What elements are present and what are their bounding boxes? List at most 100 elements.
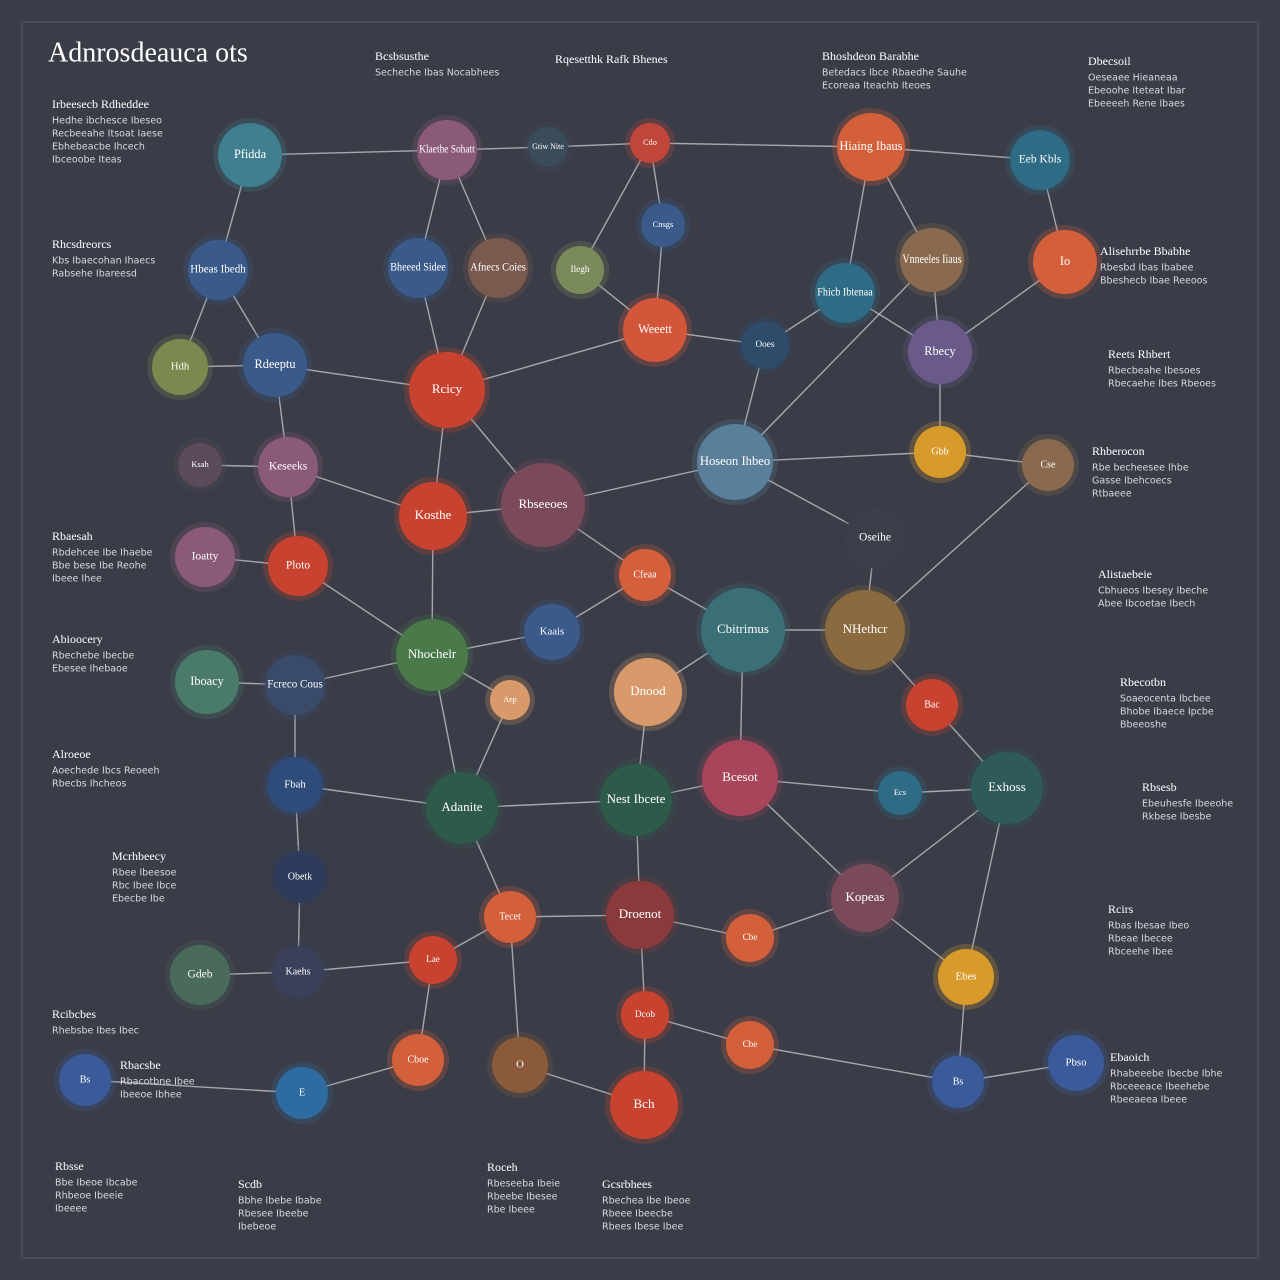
node <box>267 757 323 813</box>
note-line: Rbc Ibee Ibce <box>112 881 176 892</box>
note-line: Recbeeahe Itsoat Iaese <box>52 129 163 140</box>
nodes: Pfidda Klaethe Sohatt Gtiw Nite Ctlo Hiaing … <box>54 108 1109 1144</box>
node <box>556 246 604 294</box>
node-label: Gbb <box>931 446 948 457</box>
note-title: Mcrhbeecy <box>112 849 166 863</box>
node-label: O <box>516 1058 524 1070</box>
node <box>409 352 485 428</box>
node <box>621 991 669 1039</box>
node <box>178 443 222 487</box>
note-line: Bbe bese Ibe Reohe <box>52 561 147 572</box>
node <box>878 771 922 815</box>
note-line: Bbe Ibeoe Ibcabe <box>55 1178 138 1189</box>
node-label: Rbecy <box>924 344 956 358</box>
node <box>188 240 248 300</box>
node-label: Bs <box>80 1074 91 1085</box>
node <box>600 764 672 836</box>
note-line: Rbe Ibeee <box>487 1205 535 1216</box>
node-label: Iboacy <box>190 674 224 688</box>
note-line: Ibebeoe <box>238 1222 276 1233</box>
node-label: Ebes <box>956 970 977 982</box>
node-label: Kosthe <box>415 507 452 522</box>
note-line: Secheche Ibas Nocabhees <box>375 68 499 79</box>
note-line: Rbceeeace Ibeehebe <box>1110 1082 1210 1093</box>
node <box>274 851 326 903</box>
node-label: Cbe <box>743 1039 758 1049</box>
note-line: Rbecaehe Ibes Rbeoes <box>1108 379 1216 390</box>
note-line: Aoechede Ibcs Reoeeh <box>52 766 160 777</box>
node-label: Nest Ibcete <box>607 791 666 806</box>
node <box>906 679 958 731</box>
node-label: Ioatty <box>192 551 219 563</box>
node <box>276 1067 328 1119</box>
node <box>623 298 687 362</box>
node-label: Ooes <box>756 339 775 349</box>
node <box>501 463 585 547</box>
node <box>175 527 235 587</box>
node <box>606 881 674 949</box>
note-line: Ebhebeacbe Ihcech <box>52 142 145 153</box>
node-label: Kaais <box>540 625 564 637</box>
node-label: Afnecs Coies <box>470 262 526 274</box>
node <box>524 604 580 660</box>
node <box>268 536 328 596</box>
note-line: Betedacs Ibce Rbaedhe Sauhe <box>822 68 967 79</box>
node-label: Keseeks <box>269 461 308 473</box>
node <box>641 203 685 247</box>
note-line: Bhobe Ibaece Ipcbe <box>1120 707 1214 718</box>
node-label: Eeb Kbls <box>1019 154 1062 166</box>
note-line: Oeseaee Hieaneaa <box>1088 73 1178 84</box>
node <box>59 1054 111 1106</box>
note-line: Ebesee Ihebaoe <box>52 664 128 675</box>
note-title: Rcibcbes <box>52 1007 96 1021</box>
note-title: Alistaebeie <box>1098 567 1152 581</box>
node-label: Rdeeptu <box>255 357 296 371</box>
node-label: Nhochelr <box>408 646 457 661</box>
note-title: Rhberocon <box>1092 444 1145 458</box>
note-line: Ecoreaa Iteachb Iteoes <box>822 81 931 92</box>
edge <box>249 149 448 156</box>
note-line: Gasse Ibehcoecs <box>1092 476 1172 487</box>
note-title: Rcirs <box>1108 902 1134 916</box>
note-line: Rbeee Ibeecbe <box>602 1209 673 1220</box>
node-label: Ecs <box>894 787 906 797</box>
node <box>265 655 325 715</box>
node <box>726 1021 774 1069</box>
node-label: Adanite <box>441 799 482 814</box>
frame <box>21 21 1259 1259</box>
note-title: Rbecotbn <box>1120 675 1166 689</box>
node-label: Cfeaa <box>633 569 657 580</box>
node-label: Cbitrimus <box>717 621 769 636</box>
note-title: Bcsbsusthe <box>375 49 429 63</box>
edge <box>579 142 651 271</box>
node-label: Lae <box>426 954 440 964</box>
node-label: Exhoss <box>988 779 1026 794</box>
node <box>908 320 972 384</box>
note-line: Rbceehe Ibee <box>1108 947 1173 958</box>
node <box>831 864 899 932</box>
node-label: Cnsgs <box>653 219 674 229</box>
node <box>1033 230 1097 294</box>
node-label: Fbah <box>284 778 306 790</box>
node <box>468 238 528 298</box>
node <box>845 508 905 568</box>
node <box>932 1056 984 1108</box>
note-title: Irbeesecb Rdheddee <box>52 97 149 111</box>
node <box>726 914 774 962</box>
note-line: Rbeseeba Ibeie <box>487 1179 560 1190</box>
node-label: Bs <box>953 1076 964 1087</box>
note-line: Ebecbe Ibe <box>112 894 165 905</box>
edge <box>864 464 1049 631</box>
node-label: Gtiw Nite <box>532 142 564 151</box>
node-label: Cse <box>1041 459 1057 470</box>
node-label: Bcesot <box>722 769 758 784</box>
node <box>175 650 239 714</box>
title: Adnrosdeauca ots <box>48 37 248 68</box>
node-label: Rbseeoes <box>518 496 567 511</box>
node <box>1022 439 1074 491</box>
note-title: Scdb <box>238 1177 262 1191</box>
node <box>484 891 536 943</box>
note-line: Soaeocenta Ibcbee <box>1120 694 1211 705</box>
node <box>619 549 671 601</box>
